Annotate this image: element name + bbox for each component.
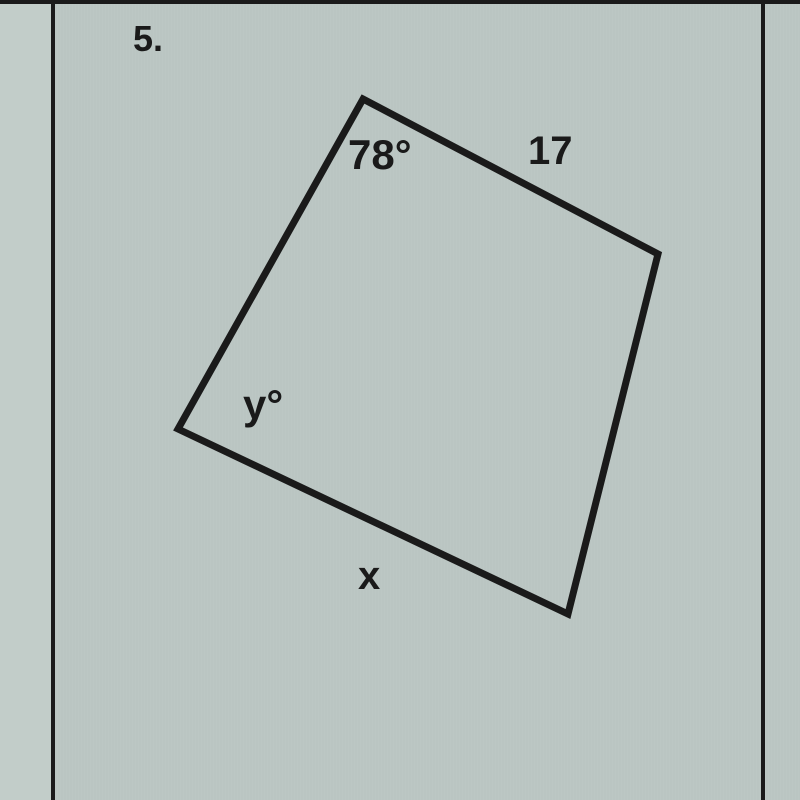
angle-label-left: y° — [243, 381, 283, 428]
parallelogram-shape — [178, 99, 658, 614]
problem-number: 5. — [133, 18, 163, 60]
side-label-top: 17 — [528, 129, 573, 173]
left-margin-column — [0, 0, 55, 800]
quadrilateral-diagram: 78° 17 y° x — [88, 59, 728, 679]
side-label-bottom: x — [358, 554, 380, 598]
problem-cell: 5. 78° 17 y° x — [55, 0, 765, 800]
angle-label-top: 78° — [348, 131, 412, 178]
diagram-container: 78° 17 y° x — [88, 59, 728, 679]
